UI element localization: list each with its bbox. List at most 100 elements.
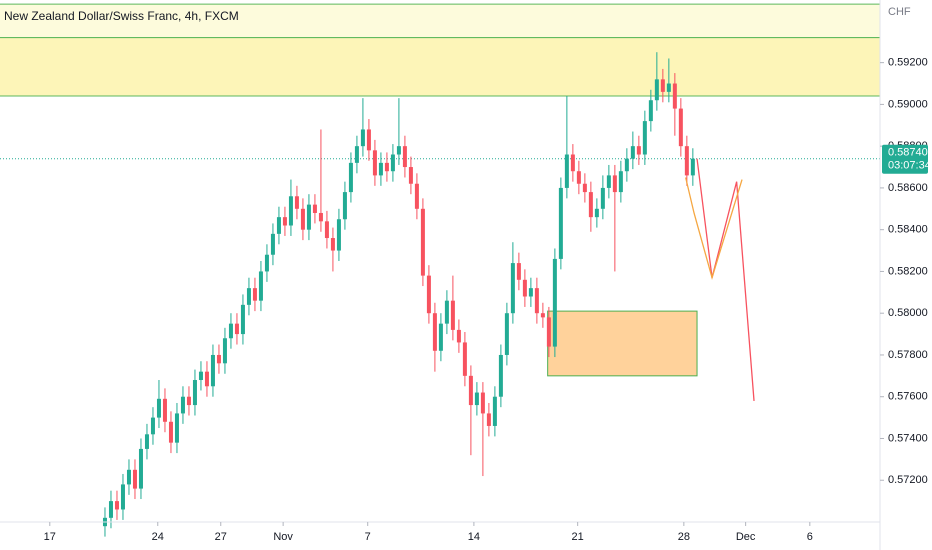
- candle-body: [216, 354, 221, 364]
- last-price-tag: [882, 144, 928, 174]
- candle-body: [120, 484, 125, 510]
- candle-body: [402, 146, 407, 168]
- candle-body: [408, 167, 413, 184]
- candle-body: [534, 288, 539, 314]
- candle-body: [462, 342, 467, 376]
- candle-body: [420, 208, 425, 276]
- candle-body: [276, 217, 281, 234]
- zone: [0, 4, 880, 38]
- candle-body: [612, 175, 617, 193]
- candle-body: [582, 183, 587, 193]
- candle-body: [192, 380, 197, 406]
- candle-body: [246, 288, 251, 305]
- y-tick-label: 0.59200: [888, 57, 928, 69]
- candle-body: [252, 288, 257, 301]
- chart-title: New Zealand Dollar/Swiss Franc, 4h, FXCM: [4, 9, 239, 23]
- candle-body: [228, 323, 233, 339]
- x-tick-label: 17: [44, 531, 56, 543]
- candle-body: [132, 469, 137, 489]
- candle-body: [642, 121, 647, 155]
- zone: [0, 37, 880, 97]
- candle-body: [204, 371, 209, 387]
- candle-body: [138, 448, 143, 489]
- candle-body: [354, 146, 359, 163]
- candle-body: [312, 204, 317, 213]
- candle-body: [588, 192, 593, 218]
- candle-body: [222, 338, 227, 364]
- candle-body: [282, 217, 287, 226]
- y-tick-label: 0.58400: [888, 224, 928, 236]
- candle-body: [366, 129, 371, 151]
- candle-body: [114, 501, 119, 510]
- candle-body: [186, 396, 191, 406]
- candle-body: [396, 146, 401, 155]
- candle-body: [672, 83, 677, 109]
- candle-body: [156, 398, 161, 418]
- projection-line: [696, 158, 755, 401]
- x-tick-label: 21: [572, 531, 584, 543]
- candle-body: [150, 417, 155, 435]
- candle-body: [540, 313, 545, 318]
- plot-area: [0, 3, 880, 537]
- candle-body: [600, 187, 605, 209]
- candle-body: [126, 469, 131, 485]
- candle-body: [606, 175, 611, 188]
- y-tick-label: 0.58600: [888, 182, 928, 194]
- y-tick-label: 0.57600: [888, 391, 928, 403]
- x-tick-label: 7: [365, 531, 371, 543]
- x-tick-label: 6: [807, 531, 813, 543]
- candle-body: [486, 413, 491, 426]
- candle-body: [558, 187, 563, 259]
- candle-body: [168, 421, 173, 443]
- candle-body: [324, 221, 329, 239]
- candle-body: [426, 275, 431, 314]
- candle-body: [330, 238, 335, 251]
- x-tick-label: 27: [215, 531, 227, 543]
- candle-body: [636, 146, 641, 155]
- candle-body: [498, 354, 503, 397]
- candle-body: [624, 158, 629, 172]
- candle-body: [684, 146, 689, 176]
- candle-body: [456, 329, 461, 343]
- candle-body: [432, 313, 437, 351]
- x-tick-label: 24: [152, 531, 164, 543]
- y-tick-label: 0.57400: [888, 432, 928, 444]
- candle-body: [510, 263, 515, 314]
- y-tick-label: 0.58200: [888, 265, 928, 277]
- candle-body: [360, 129, 365, 147]
- candle-body: [390, 154, 395, 172]
- candle-body: [372, 150, 377, 176]
- currency-label: CHF: [888, 6, 911, 18]
- x-tick-label: 14: [468, 531, 480, 543]
- candle-body: [654, 79, 659, 101]
- candle-body: [618, 171, 623, 193]
- candle-body: [270, 233, 275, 255]
- candle-body: [678, 108, 683, 147]
- candle-body: [570, 154, 575, 172]
- candle-body: [108, 501, 113, 518]
- candle-body: [690, 158, 695, 176]
- candle-body: [198, 371, 203, 381]
- y-tick-label: 0.59000: [888, 98, 928, 110]
- candle-body: [348, 162, 353, 193]
- y-tick-label: 0.58000: [888, 307, 928, 319]
- candle-body: [444, 300, 449, 324]
- candle-body: [528, 288, 533, 297]
- candle-body: [240, 304, 245, 335]
- candle-body: [546, 317, 551, 347]
- candle-body: [210, 354, 215, 387]
- candle-body: [594, 208, 599, 218]
- candle-body: [660, 79, 665, 92]
- candle-body: [666, 83, 671, 92]
- candle-body: [162, 398, 167, 422]
- y-tick-label: 0.57200: [888, 474, 928, 486]
- candle-body: [492, 396, 497, 426]
- candle-body: [576, 171, 581, 184]
- candle-body: [474, 392, 479, 406]
- candle-body: [564, 154, 569, 188]
- candle-body: [522, 279, 527, 297]
- candle-body: [648, 100, 653, 122]
- candle-body: [264, 254, 269, 272]
- candle-body: [336, 219, 341, 251]
- candle-body: [258, 271, 263, 301]
